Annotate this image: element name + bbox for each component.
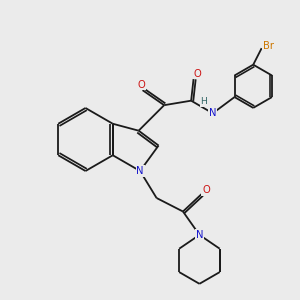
Text: Br: Br bbox=[263, 41, 274, 51]
Text: O: O bbox=[137, 80, 145, 90]
Text: H: H bbox=[200, 98, 207, 106]
Text: O: O bbox=[202, 185, 210, 195]
Text: N: N bbox=[209, 108, 217, 118]
Text: N: N bbox=[136, 166, 144, 176]
Text: N: N bbox=[196, 230, 203, 240]
Text: O: O bbox=[193, 69, 201, 79]
